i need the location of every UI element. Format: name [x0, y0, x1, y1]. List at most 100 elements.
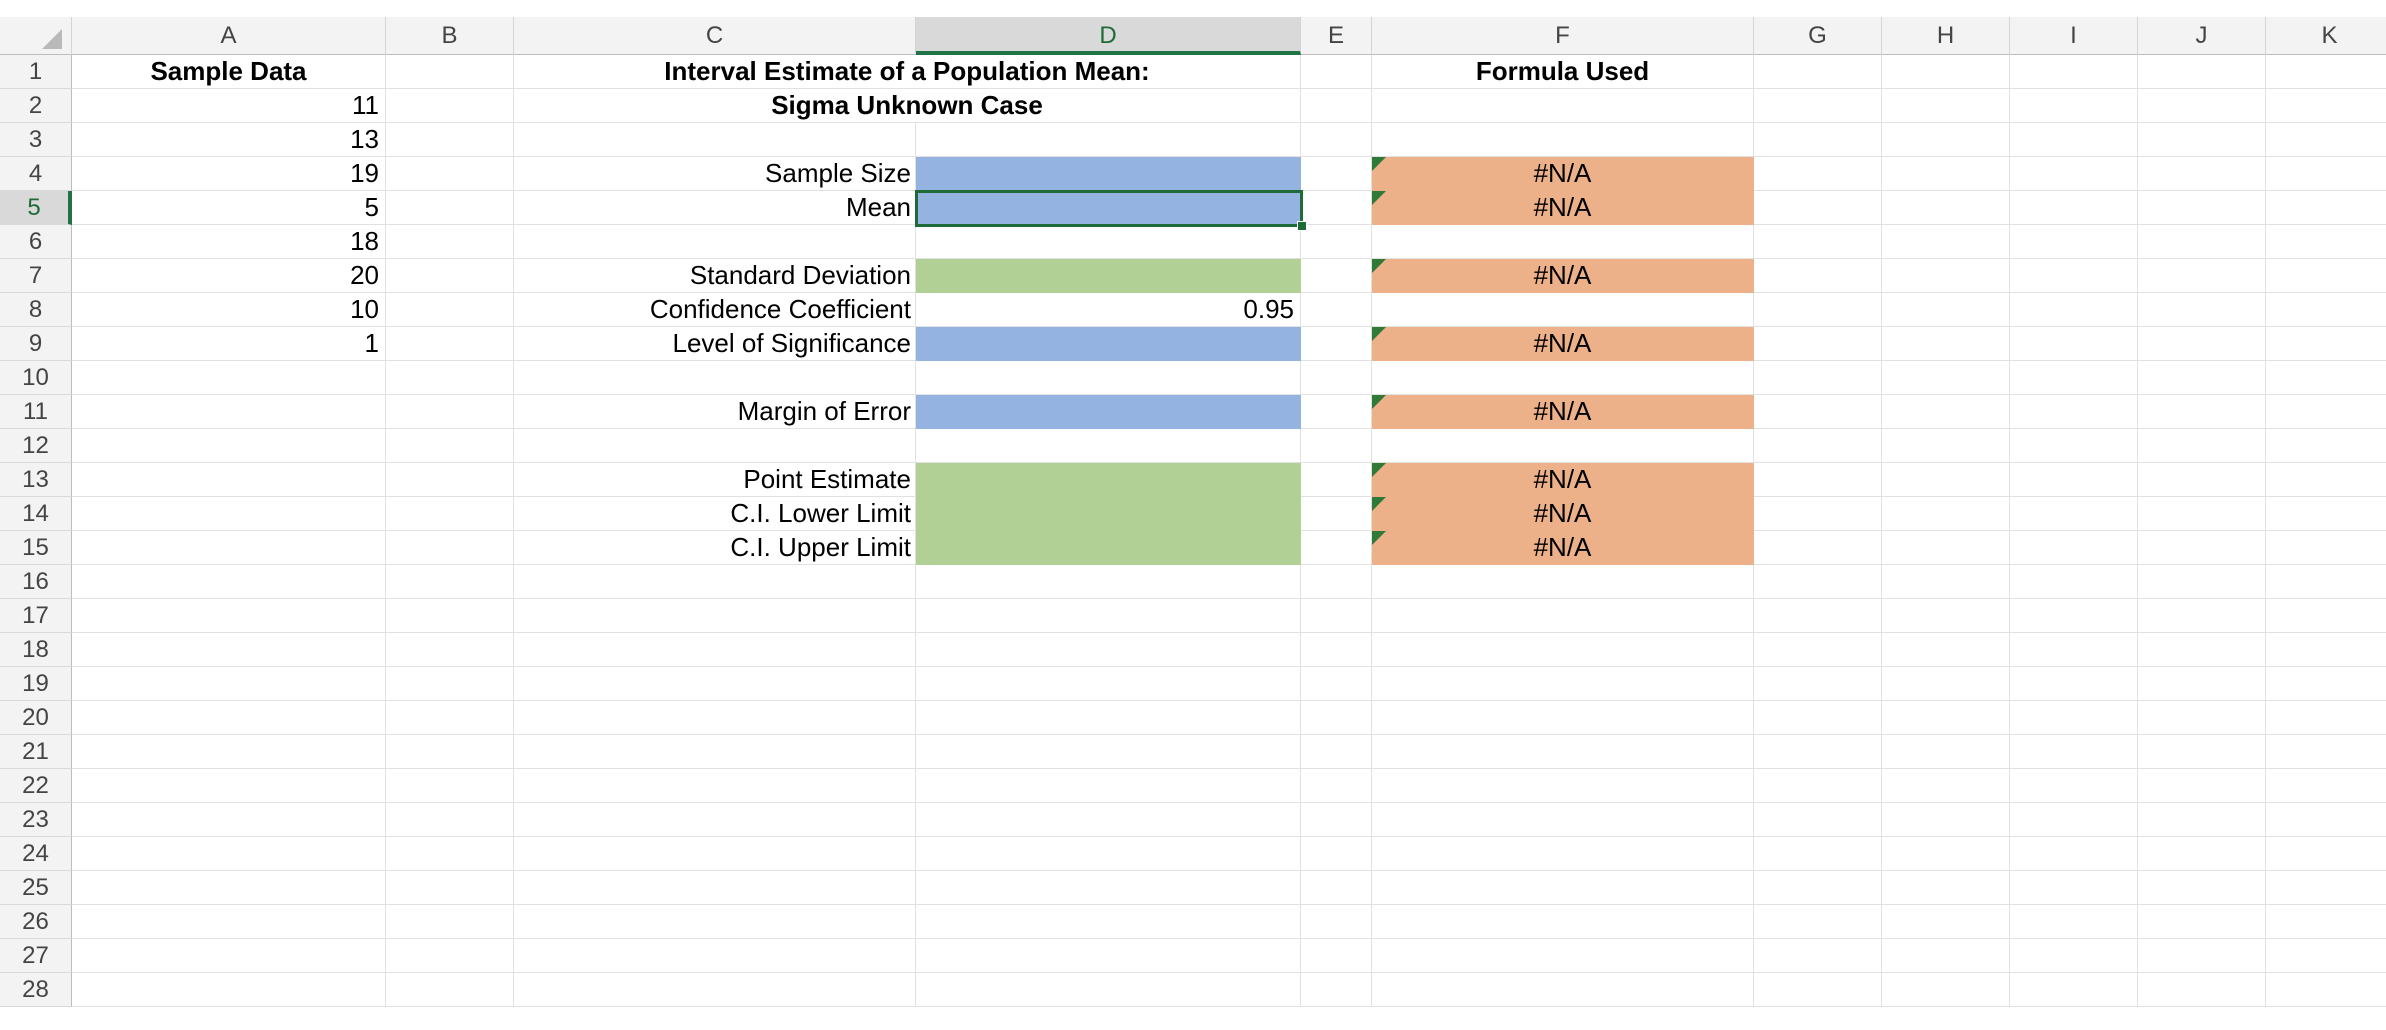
cell-j25[interactable] — [2138, 871, 2266, 905]
cell-c15[interactable]: C.I. Upper Limit — [514, 531, 916, 565]
cell-h19[interactable] — [1882, 667, 2010, 701]
cell-a19[interactable] — [72, 667, 386, 701]
cell-j18[interactable] — [2138, 633, 2266, 667]
cell-f24[interactable] — [1372, 837, 1754, 871]
cell-b16[interactable] — [386, 565, 514, 599]
cell-j7[interactable] — [2138, 259, 2266, 293]
cell-h24[interactable] — [1882, 837, 2010, 871]
cell-c23[interactable] — [514, 803, 916, 837]
cell-i26[interactable] — [2010, 905, 2138, 939]
row-header-13[interactable]: 13 — [0, 463, 72, 497]
cell-g25[interactable] — [1754, 871, 1882, 905]
cell-g6[interactable] — [1754, 225, 1882, 259]
cell-g13[interactable] — [1754, 463, 1882, 497]
cell-c1[interactable]: Interval Estimate of a Population Mean: — [514, 55, 1301, 89]
cell-i18[interactable] — [2010, 633, 2138, 667]
cell-b3[interactable] — [386, 123, 514, 157]
cell-d26[interactable] — [916, 905, 1301, 939]
cell-d5[interactable] — [916, 191, 1301, 225]
cell-f4[interactable]: #N/A — [1372, 157, 1754, 191]
cell-k3[interactable] — [2266, 123, 2386, 157]
cell-e19[interactable] — [1301, 667, 1372, 701]
cell-b19[interactable] — [386, 667, 514, 701]
cell-f6[interactable] — [1372, 225, 1754, 259]
cell-k14[interactable] — [2266, 497, 2386, 531]
cell-h4[interactable] — [1882, 157, 2010, 191]
cell-d12[interactable] — [916, 429, 1301, 463]
cell-i28[interactable] — [2010, 973, 2138, 1007]
row-header-1[interactable]: 1 — [0, 55, 72, 89]
cell-f28[interactable] — [1372, 973, 1754, 1007]
cell-a22[interactable] — [72, 769, 386, 803]
cell-i3[interactable] — [2010, 123, 2138, 157]
cell-k22[interactable] — [2266, 769, 2386, 803]
cell-h16[interactable] — [1882, 565, 2010, 599]
cell-e1[interactable] — [1301, 55, 1372, 89]
cell-a3[interactable]: 13 — [72, 123, 386, 157]
cell-g15[interactable] — [1754, 531, 1882, 565]
cell-h15[interactable] — [1882, 531, 2010, 565]
cell-f21[interactable] — [1372, 735, 1754, 769]
cell-c17[interactable] — [514, 599, 916, 633]
cell-g9[interactable] — [1754, 327, 1882, 361]
cell-d21[interactable] — [916, 735, 1301, 769]
cell-a10[interactable] — [72, 361, 386, 395]
cell-b25[interactable] — [386, 871, 514, 905]
cell-a5[interactable]: 5 — [72, 191, 386, 225]
cell-k10[interactable] — [2266, 361, 2386, 395]
cell-e4[interactable] — [1301, 157, 1372, 191]
cell-k27[interactable] — [2266, 939, 2386, 973]
row-header-28[interactable]: 28 — [0, 973, 72, 1007]
cell-c7[interactable]: Standard Deviation — [514, 259, 916, 293]
cell-f1[interactable]: Formula Used — [1372, 55, 1754, 89]
cell-a9[interactable]: 1 — [72, 327, 386, 361]
cell-g3[interactable] — [1754, 123, 1882, 157]
cell-e6[interactable] — [1301, 225, 1372, 259]
cell-i27[interactable] — [2010, 939, 2138, 973]
cell-b12[interactable] — [386, 429, 514, 463]
cell-k25[interactable] — [2266, 871, 2386, 905]
cell-j23[interactable] — [2138, 803, 2266, 837]
cell-d28[interactable] — [916, 973, 1301, 1007]
cell-g5[interactable] — [1754, 191, 1882, 225]
cell-f8[interactable] — [1372, 293, 1754, 327]
cell-h13[interactable] — [1882, 463, 2010, 497]
cell-c8[interactable]: Confidence Coefficient — [514, 293, 916, 327]
cell-i21[interactable] — [2010, 735, 2138, 769]
column-header-f[interactable]: F — [1372, 17, 1754, 55]
cell-f7[interactable]: #N/A — [1372, 259, 1754, 293]
cell-d25[interactable] — [916, 871, 1301, 905]
cell-g26[interactable] — [1754, 905, 1882, 939]
cell-g24[interactable] — [1754, 837, 1882, 871]
cell-f2[interactable] — [1372, 89, 1754, 123]
cell-d24[interactable] — [916, 837, 1301, 871]
cell-k21[interactable] — [2266, 735, 2386, 769]
cell-j13[interactable] — [2138, 463, 2266, 497]
cell-c24[interactable] — [514, 837, 916, 871]
row-header-11[interactable]: 11 — [0, 395, 72, 429]
cell-h1[interactable] — [1882, 55, 2010, 89]
cell-k26[interactable] — [2266, 905, 2386, 939]
row-header-8[interactable]: 8 — [0, 293, 72, 327]
cell-b9[interactable] — [386, 327, 514, 361]
cell-e26[interactable] — [1301, 905, 1372, 939]
cell-e8[interactable] — [1301, 293, 1372, 327]
row-header-21[interactable]: 21 — [0, 735, 72, 769]
cell-h10[interactable] — [1882, 361, 2010, 395]
row-header-24[interactable]: 24 — [0, 837, 72, 871]
cell-d16[interactable] — [916, 565, 1301, 599]
cell-e24[interactable] — [1301, 837, 1372, 871]
cell-j27[interactable] — [2138, 939, 2266, 973]
cell-e15[interactable] — [1301, 531, 1372, 565]
cell-j10[interactable] — [2138, 361, 2266, 395]
column-header-h[interactable]: H — [1882, 17, 2010, 55]
cell-b7[interactable] — [386, 259, 514, 293]
cell-j28[interactable] — [2138, 973, 2266, 1007]
cell-d11[interactable] — [916, 395, 1301, 429]
cell-g11[interactable] — [1754, 395, 1882, 429]
cell-i23[interactable] — [2010, 803, 2138, 837]
cell-g2[interactable] — [1754, 89, 1882, 123]
cell-d10[interactable] — [916, 361, 1301, 395]
cell-j12[interactable] — [2138, 429, 2266, 463]
